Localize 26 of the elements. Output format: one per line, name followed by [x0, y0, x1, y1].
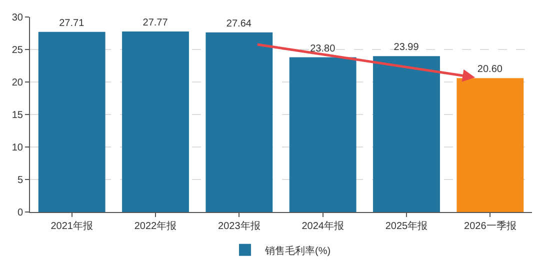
- y-tick-label: 5: [17, 175, 24, 186]
- y-tick-label: 10: [12, 142, 24, 154]
- bar: [456, 78, 524, 212]
- x-tick-label: 2024年报: [302, 220, 344, 232]
- bar: [206, 32, 273, 212]
- y-tick-label: 0: [17, 208, 24, 218]
- x-tick-label: 2026一季报: [464, 220, 516, 232]
- y-tick-label: 20: [12, 78, 24, 88]
- data-label: 27.77: [142, 18, 168, 28]
- data-label: 23.99: [394, 42, 420, 54]
- data-label: 27.64: [226, 18, 252, 30]
- bar: [38, 32, 106, 212]
- x-tick-label: 2022年报: [134, 220, 177, 232]
- y-tick-label: 30: [12, 12, 24, 24]
- bar: [289, 57, 356, 212]
- bar: [122, 32, 189, 212]
- x-tick-label: 2023年报: [218, 220, 260, 232]
- legend-label: 销售毛利率(%): [264, 244, 331, 257]
- y-tick-label: 25: [12, 45, 24, 56]
- data-label: 20.60: [477, 64, 503, 76]
- x-tick-label: 2025年报: [385, 220, 428, 232]
- data-label: 23.80: [310, 43, 336, 54]
- data-label: 27.71: [59, 18, 85, 29]
- bar: [373, 56, 440, 212]
- y-tick-label: 15: [12, 110, 24, 121]
- x-tick-label: 2021年报: [50, 220, 93, 232]
